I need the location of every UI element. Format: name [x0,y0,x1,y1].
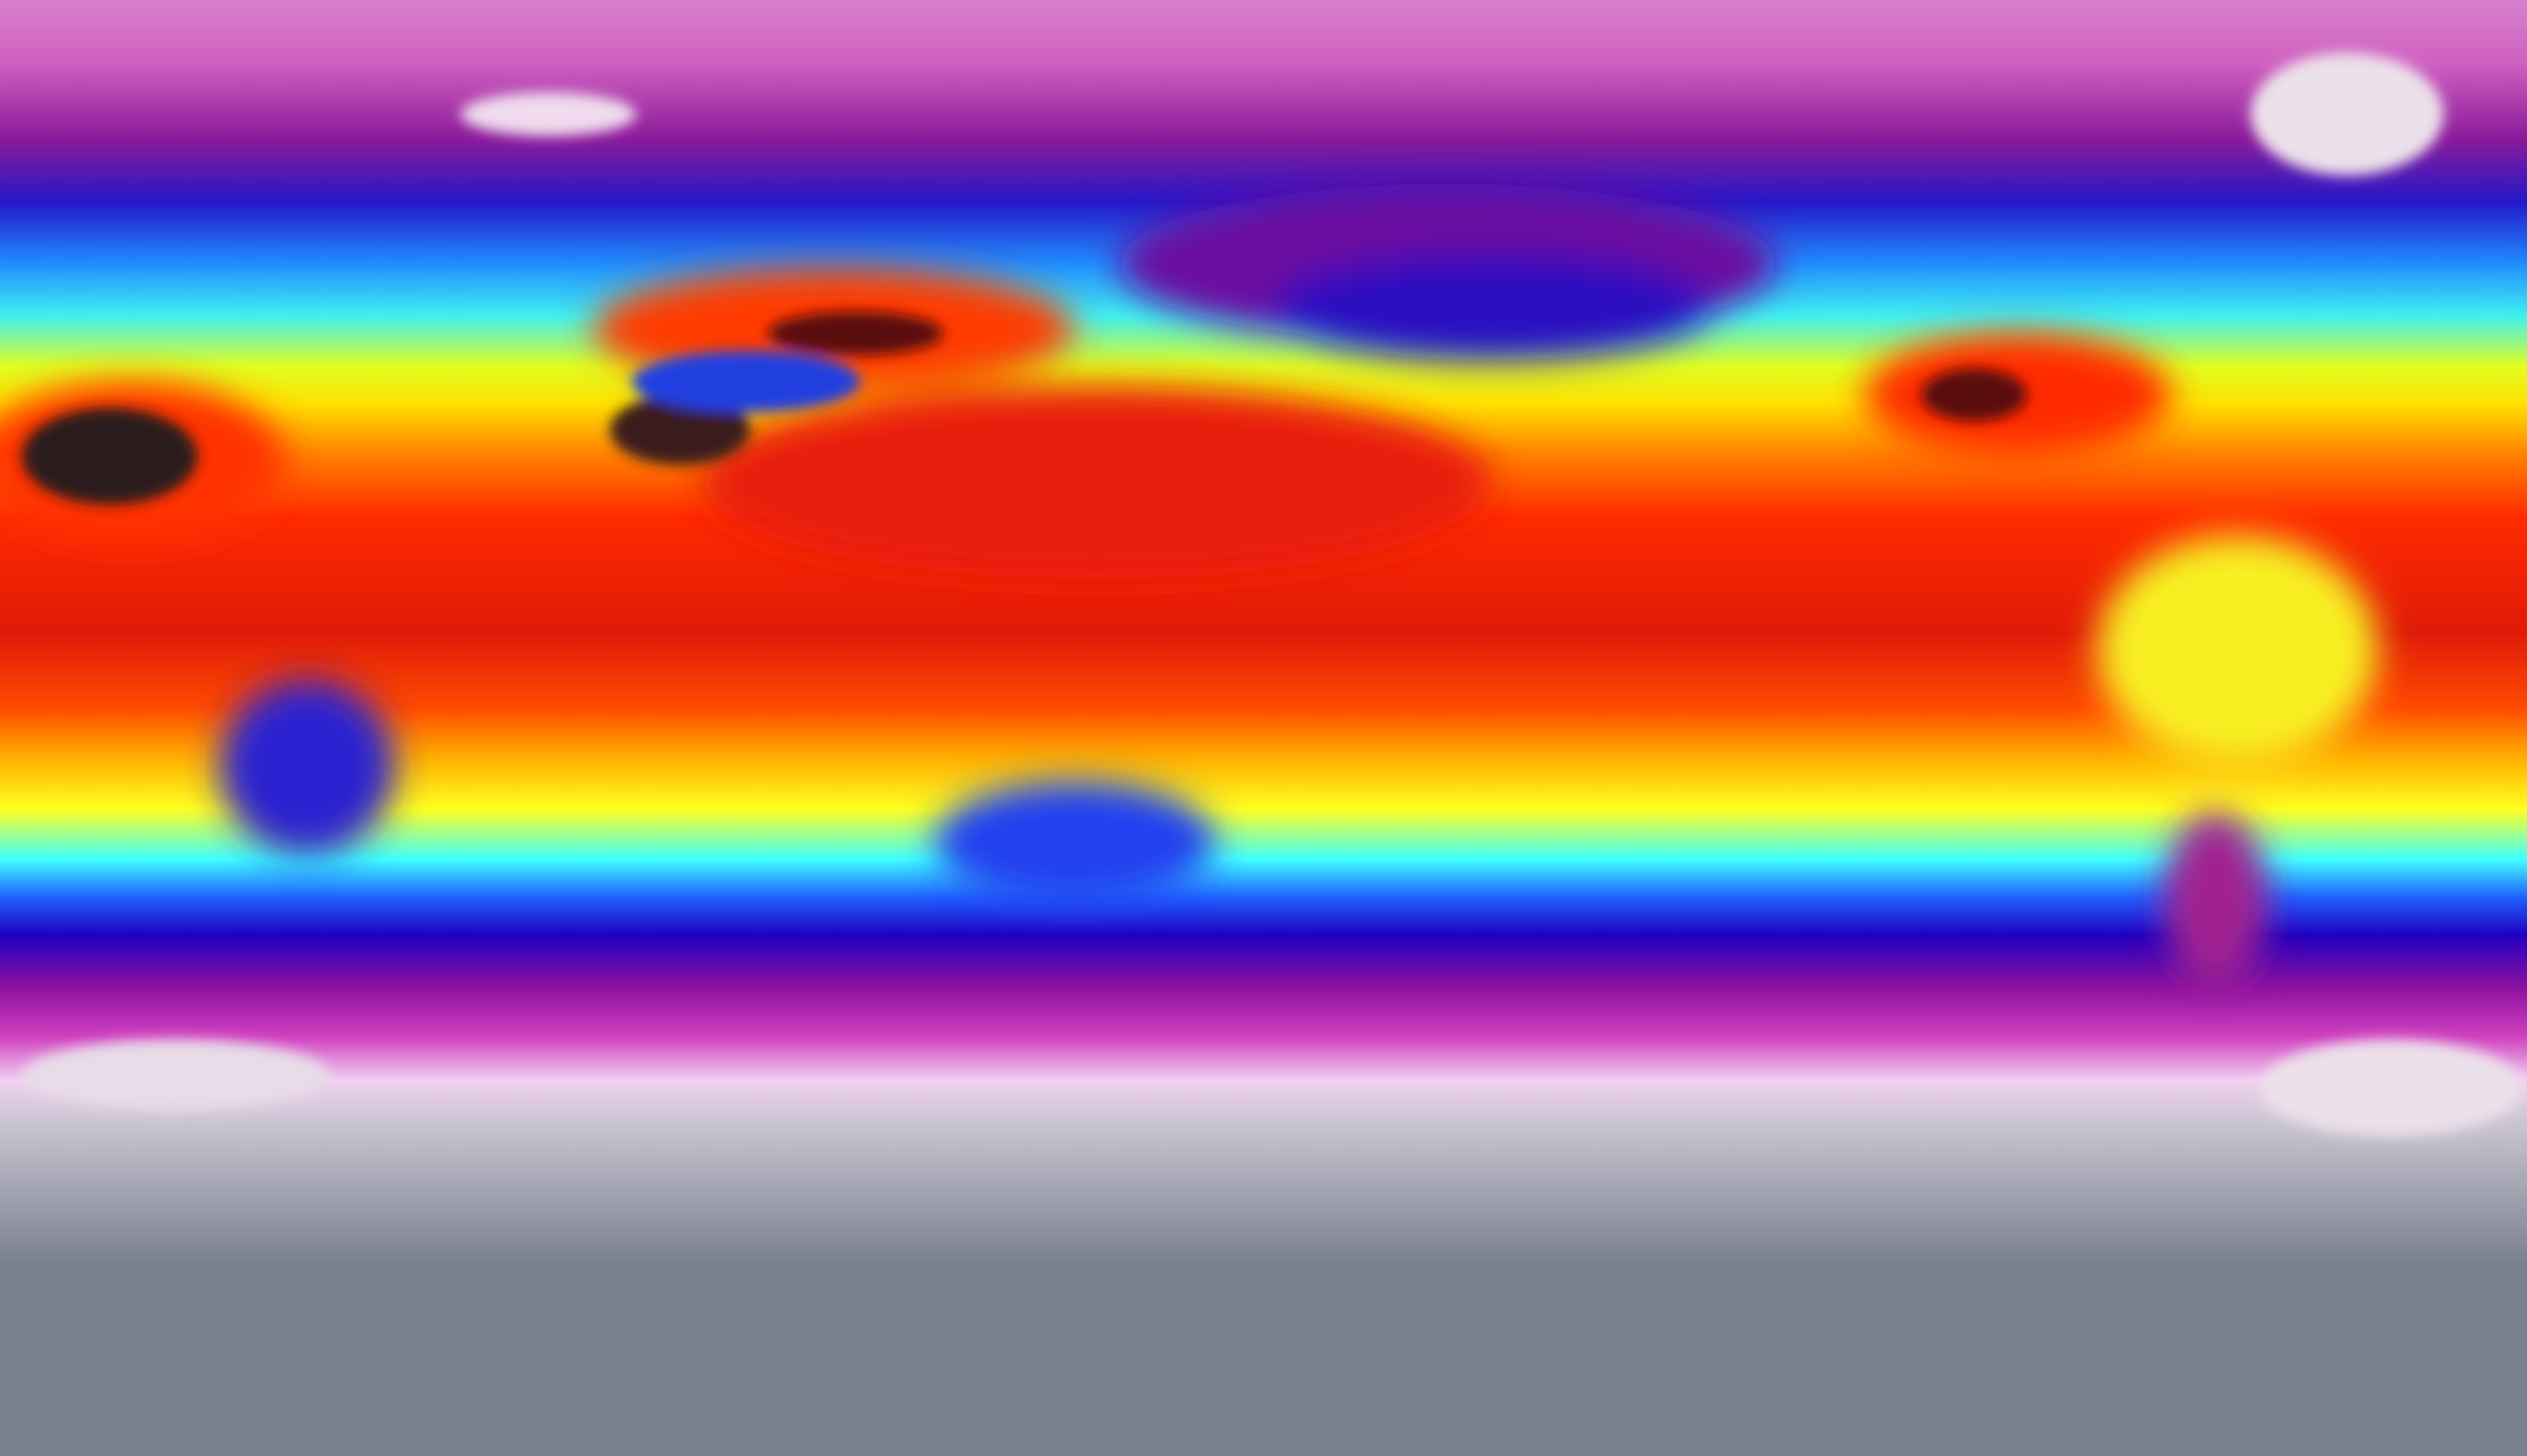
north-pacific-blue [1272,254,1711,360]
arabia-hot [610,395,751,465]
asia-hot [768,311,944,356]
greenland-ice [2251,53,2444,176]
warm-pool [701,386,1492,579]
australia-cool [934,781,1215,904]
arctic-ice [460,92,636,136]
antarctic-shelf [22,1040,330,1110]
sahara-hot [22,408,198,505]
antarctic-shelf-east [2259,1040,2523,1137]
north-america-hot [1922,368,2027,421]
southern-africa-cold [219,680,395,856]
temperature-field [0,0,2527,1264]
tibet-cold [632,351,860,412]
global-temperature-map [0,0,2527,1264]
andes-cold [2163,811,2268,988]
south-america-mild [2097,535,2378,764]
